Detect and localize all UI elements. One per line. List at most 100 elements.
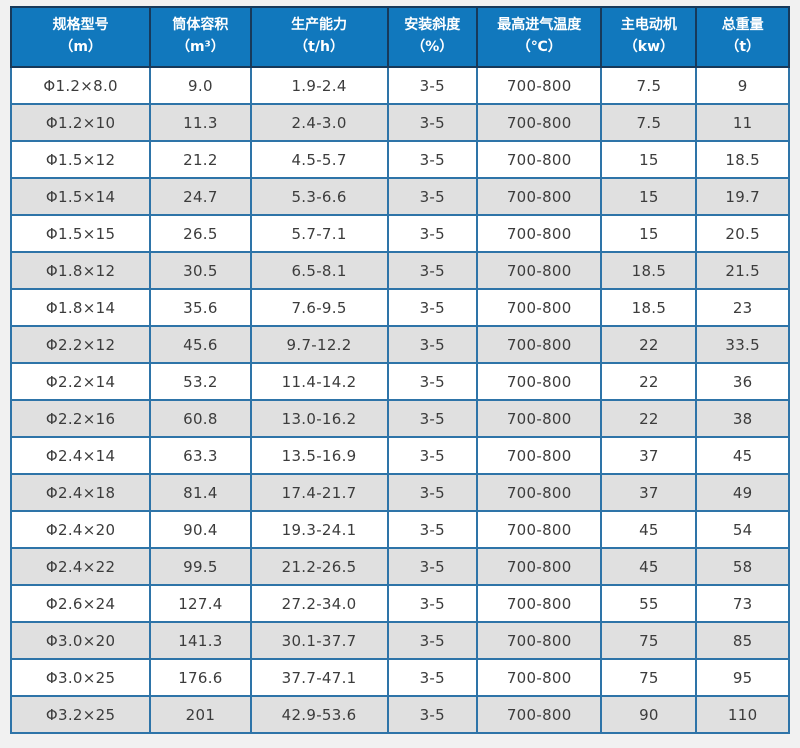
column-header-unit: （t/h） — [294, 39, 344, 55]
table-cell: 5.7-7.1 — [249, 214, 389, 253]
table-cell: 700-800 — [475, 140, 603, 179]
table-cell: 700-800 — [475, 658, 603, 697]
column-header-unit: （m） — [59, 39, 102, 55]
table-cell: 45 — [600, 510, 698, 549]
table-row: Φ3.2×25 201 42.9-53.6 3-5 700-800 90 110 — [9, 695, 790, 734]
table-cell: Φ1.8×14 — [9, 288, 152, 327]
table-cell: Φ3.2×25 — [9, 695, 152, 734]
table-row: Φ2.4×22 99.5 21.2-26.5 3-5 700-800 45 58 — [9, 547, 790, 586]
table-row: Φ1.5×14 24.7 5.3-6.6 3-5 700-800 15 19.7 — [9, 177, 790, 216]
table-cell: 700-800 — [475, 103, 603, 142]
table-cell: 5.3-6.6 — [249, 177, 389, 216]
table-row: Φ2.4×18 81.4 17.4-21.7 3-5 700-800 37 49 — [9, 473, 790, 512]
table-cell: 33.5 — [695, 325, 790, 364]
table-cell: 63.3 — [149, 436, 252, 475]
table-cell: 45.6 — [149, 325, 252, 364]
table-cell: 30.5 — [149, 251, 252, 290]
table-cell: Φ2.4×22 — [9, 547, 152, 586]
table-cell: 23 — [695, 288, 790, 327]
table-cell: 7.5 — [600, 66, 698, 105]
table-cell: 4.5-5.7 — [249, 140, 389, 179]
table-cell: 3-5 — [386, 288, 479, 327]
table-cell: 45 — [600, 547, 698, 586]
column-header-unit: （m³） — [176, 39, 225, 55]
table-cell: 3-5 — [386, 473, 479, 512]
table-cell: 99.5 — [149, 547, 252, 586]
table-cell: 35.6 — [149, 288, 252, 327]
table-row: Φ2.4×20 90.4 19.3-24.1 3-5 700-800 45 54 — [9, 510, 790, 549]
table-row: Φ1.8×12 30.5 6.5-8.1 3-5 700-800 18.5 21.5 — [9, 251, 790, 290]
table-cell: 700-800 — [475, 584, 603, 623]
table-cell: Φ2.4×14 — [9, 436, 152, 475]
table-cell: 176.6 — [149, 658, 252, 697]
table-cell: 53.2 — [149, 362, 252, 401]
column-header: 主电动机 （kw） — [600, 6, 698, 68]
column-header-unit: （kw） — [623, 39, 675, 55]
table-cell: 3-5 — [386, 584, 479, 623]
table-row: Φ1.2×8.0 9.0 1.9-2.4 3-5 700-800 7.5 9 — [9, 66, 790, 105]
table-body: Φ1.2×8.0 9.0 1.9-2.4 3-5 700-800 7.5 9 Φ1.2×10 1… — [9, 66, 790, 734]
table-cell: 15 — [600, 140, 698, 179]
table-cell: 3-5 — [386, 436, 479, 475]
table-cell: 700-800 — [475, 66, 603, 105]
table-cell: 55 — [600, 584, 698, 623]
table-row: Φ1.8×14 35.6 7.6-9.5 3-5 700-800 18.5 23 — [9, 288, 790, 327]
table-cell: 17.4-21.7 — [249, 473, 389, 512]
table-cell: Φ2.2×16 — [9, 399, 152, 438]
table-cell: 38 — [695, 399, 790, 438]
table-cell: Φ1.5×15 — [9, 214, 152, 253]
table-cell: 3-5 — [386, 399, 479, 438]
table-row: Φ2.2×16 60.8 13.0-16.2 3-5 700-800 22 38 — [9, 399, 790, 438]
column-header-label: 总重量 — [721, 17, 764, 34]
table-cell: 201 — [149, 695, 252, 734]
table-cell: 27.2-34.0 — [249, 584, 389, 623]
table-row: Φ3.0×20 141.3 30.1-37.7 3-5 700-800 75 85 — [9, 621, 790, 660]
table-cell: 3-5 — [386, 547, 479, 586]
table-cell: 6.5-8.1 — [249, 251, 389, 290]
table-cell: 90 — [600, 695, 698, 734]
table-cell: 3-5 — [386, 658, 479, 697]
table-cell: 127.4 — [149, 584, 252, 623]
column-header-label: 最高进气温度 — [497, 17, 582, 34]
column-header: 生产能力 （t/h） — [249, 6, 389, 68]
table-cell: 700-800 — [475, 547, 603, 586]
table-row: Φ3.0×25 176.6 37.7-47.1 3-5 700-800 75 95 — [9, 658, 790, 697]
column-header-label: 筒体容积 — [172, 17, 229, 34]
table-cell: 3-5 — [386, 66, 479, 105]
table-cell: 2.4-3.0 — [249, 103, 389, 142]
table-cell: 75 — [600, 658, 698, 697]
column-header: 总重量 （t） — [695, 6, 790, 68]
table-cell: 18.5 — [695, 140, 790, 179]
table-cell: 49 — [695, 473, 790, 512]
table-cell: 7.5 — [600, 103, 698, 142]
table-cell: 3-5 — [386, 177, 479, 216]
table-cell: 18.5 — [600, 251, 698, 290]
table-cell: Φ1.5×14 — [9, 177, 152, 216]
table-cell: 7.6-9.5 — [249, 288, 389, 327]
column-header: 规格型号 （m） — [9, 6, 152, 68]
table-row: Φ1.5×15 26.5 5.7-7.1 3-5 700-800 15 20.5 — [9, 214, 790, 253]
table-cell: 3-5 — [386, 251, 479, 290]
table-cell: 11.4-14.2 — [249, 362, 389, 401]
table-cell: 19.3-24.1 — [249, 510, 389, 549]
table-cell: Φ1.5×12 — [9, 140, 152, 179]
table-cell: 22 — [600, 325, 698, 364]
table-cell: 26.5 — [149, 214, 252, 253]
column-header-label: 规格型号 — [52, 17, 109, 34]
table-cell: 110 — [695, 695, 790, 734]
column-header-unit: （t） — [725, 39, 761, 55]
table-cell: 15 — [600, 214, 698, 253]
table-cell: Φ3.0×25 — [9, 658, 152, 697]
table-cell: 30.1-37.7 — [249, 621, 389, 660]
table-cell: 85 — [695, 621, 790, 660]
table-cell: 700-800 — [475, 621, 603, 660]
table-cell: 700-800 — [475, 177, 603, 216]
table-cell: 22 — [600, 362, 698, 401]
table-cell: 13.5-16.9 — [249, 436, 389, 475]
table-cell: 3-5 — [386, 362, 479, 401]
table-cell: 19.7 — [695, 177, 790, 216]
table-cell: 21.5 — [695, 251, 790, 290]
table-cell: Φ2.2×12 — [9, 325, 152, 364]
column-header-label: 安装斜度 — [404, 17, 461, 34]
